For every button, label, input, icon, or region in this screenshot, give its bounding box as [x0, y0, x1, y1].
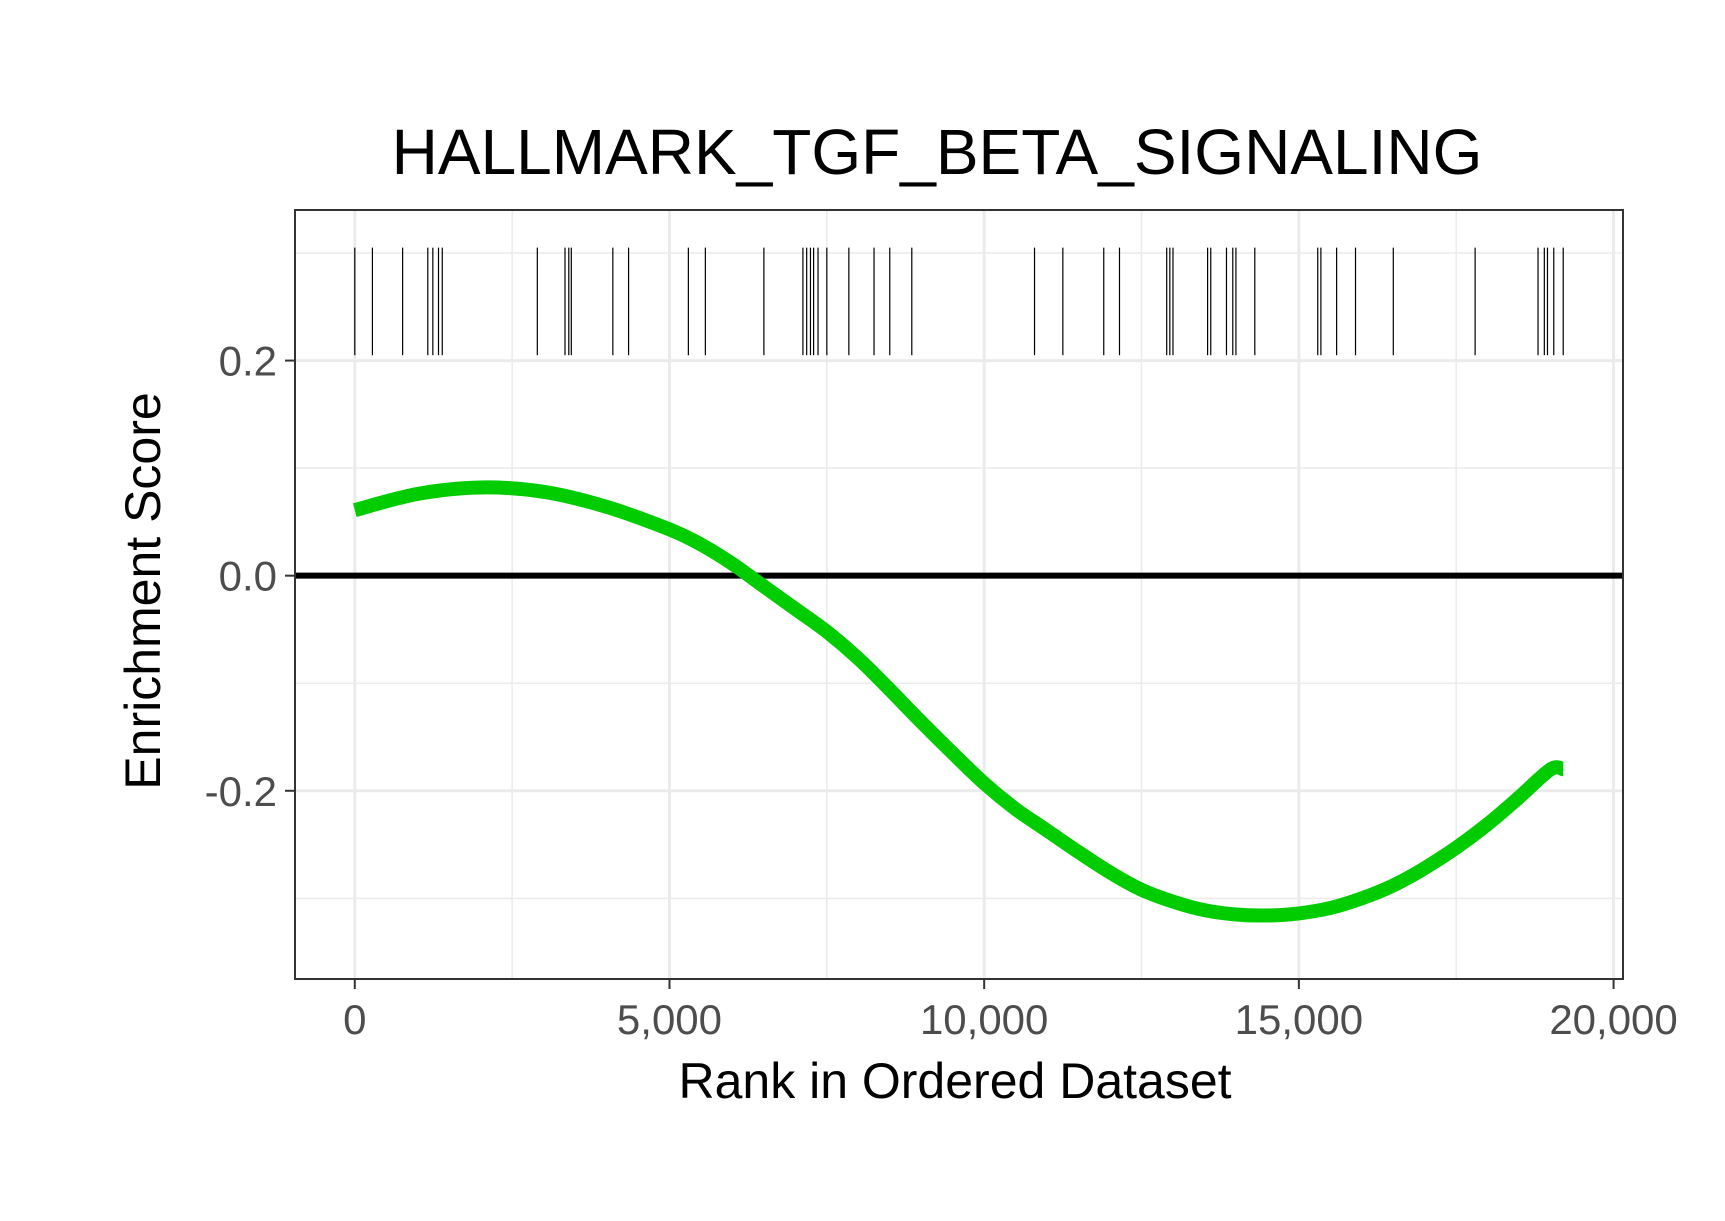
x-tick-label: 10,000	[920, 996, 1048, 1043]
chart-title: HALLMARK_TGF_BETA_SIGNALING	[392, 116, 1483, 188]
x-tick-label: 0	[343, 996, 366, 1043]
x-axis-title: Rank in Ordered Dataset	[678, 1053, 1231, 1109]
y-tick-label: -0.2	[205, 768, 277, 815]
x-tick-label: 5,000	[617, 996, 722, 1043]
y-tick-label: 0.2	[219, 338, 277, 385]
plot-panel-border	[294, 209, 1624, 980]
gene-hit-rug	[354, 247, 1564, 356]
y-tick-label: 0.0	[219, 553, 277, 600]
x-tick-label: 20,000	[1549, 996, 1677, 1043]
x-axis: 0 5,000 10,000 15,000 20,000	[343, 979, 1678, 1043]
x-tick-label: 15,000	[1235, 996, 1363, 1043]
y-axis-title: Enrichment Score	[115, 392, 171, 789]
y-axis: -0.2 0.0 0.2	[205, 338, 295, 815]
enrichment-score-line	[353, 480, 1566, 923]
